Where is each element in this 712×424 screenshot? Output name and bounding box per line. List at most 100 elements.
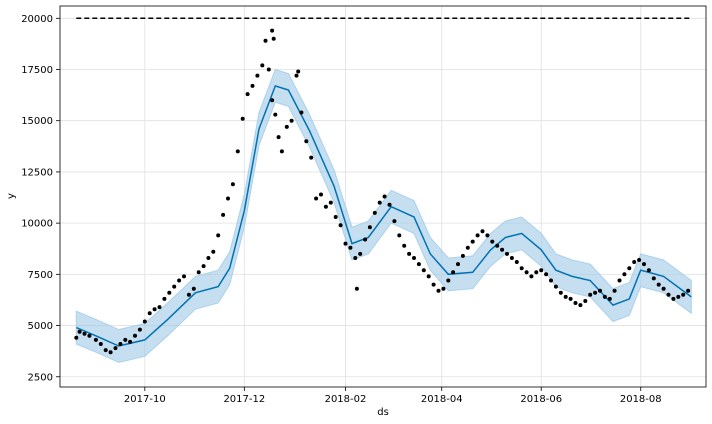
observed-point bbox=[407, 251, 412, 256]
observed-point bbox=[172, 284, 177, 289]
observed-point bbox=[296, 69, 301, 74]
observed-point bbox=[133, 333, 137, 338]
observed-point bbox=[319, 192, 323, 197]
observed-point bbox=[279, 149, 284, 154]
observed-point bbox=[147, 311, 152, 316]
observed-point bbox=[266, 67, 271, 72]
observed-point bbox=[98, 342, 103, 346]
observed-point bbox=[451, 270, 456, 275]
observed-point bbox=[271, 36, 276, 41]
observed-point bbox=[583, 299, 588, 303]
observed-point bbox=[578, 303, 583, 308]
observed-point bbox=[588, 292, 593, 297]
observed-point bbox=[456, 262, 460, 267]
y-tick-label: 2500 bbox=[28, 372, 53, 383]
observed-point bbox=[470, 239, 475, 244]
y-tick-label: 17500 bbox=[21, 65, 53, 76]
y-axis-ticks: 2500 5000 7500 10000 12500 15000 17500 20000 bbox=[21, 14, 60, 383]
observed-point bbox=[500, 247, 505, 252]
observed-point bbox=[676, 294, 681, 299]
observed-point bbox=[216, 233, 221, 238]
observed-point bbox=[137, 327, 142, 332]
observed-point bbox=[353, 256, 358, 260]
observed-point bbox=[348, 245, 353, 250]
observed-point bbox=[509, 256, 514, 260]
observed-point bbox=[505, 251, 509, 256]
observed-point bbox=[480, 229, 485, 234]
observed-point bbox=[686, 288, 691, 293]
y-tick-label: 12500 bbox=[21, 167, 53, 178]
observed-point bbox=[544, 272, 549, 277]
observed-point bbox=[602, 294, 607, 299]
observed-point bbox=[167, 290, 172, 295]
observed-point bbox=[563, 294, 568, 299]
observed-point bbox=[539, 268, 544, 273]
observed-point bbox=[276, 135, 281, 140]
observed-point bbox=[549, 278, 553, 283]
observed-point bbox=[607, 296, 612, 301]
observed-point bbox=[273, 112, 278, 117]
observed-point bbox=[485, 233, 490, 238]
observed-point bbox=[524, 270, 529, 275]
observed-point bbox=[656, 282, 661, 287]
observed-point bbox=[651, 276, 656, 281]
observed-point bbox=[87, 333, 92, 338]
forecast-line-layer bbox=[76, 84, 692, 347]
observed-point bbox=[206, 256, 211, 260]
observed-point bbox=[568, 296, 573, 301]
observed-point bbox=[612, 288, 617, 293]
observed-point bbox=[431, 282, 436, 287]
observed-point bbox=[299, 110, 304, 115]
observed-point bbox=[387, 202, 392, 207]
observed-point bbox=[646, 268, 651, 273]
gridlines bbox=[60, 6, 706, 387]
observed-point bbox=[460, 253, 465, 258]
observed-point bbox=[534, 270, 539, 275]
observed-point bbox=[221, 212, 226, 217]
observed-point bbox=[157, 305, 162, 310]
observed-point bbox=[128, 339, 133, 344]
observed-point bbox=[152, 307, 157, 312]
observed-point bbox=[260, 63, 265, 68]
observed-point bbox=[270, 28, 275, 33]
observed-point bbox=[211, 249, 216, 254]
observed-point bbox=[397, 233, 402, 238]
observed-point bbox=[519, 266, 524, 271]
observed-point bbox=[294, 73, 299, 78]
observed-point bbox=[681, 292, 686, 297]
observed-point bbox=[671, 296, 676, 301]
observed-point bbox=[666, 292, 671, 297]
observed-point bbox=[245, 92, 250, 97]
observed-point bbox=[77, 329, 82, 334]
x-tick-label: 2017-10 bbox=[124, 394, 166, 405]
observed-point bbox=[372, 210, 377, 215]
observed-point bbox=[103, 348, 108, 353]
observed-point bbox=[304, 139, 309, 144]
observed-point bbox=[441, 286, 446, 291]
observed-point bbox=[314, 196, 319, 201]
observed-point bbox=[661, 286, 666, 291]
x-axis-label: ds bbox=[377, 407, 389, 418]
observed-point bbox=[196, 270, 201, 275]
observed-point bbox=[475, 233, 480, 238]
observed-point bbox=[354, 286, 359, 291]
observed-point bbox=[627, 266, 632, 271]
observed-point bbox=[490, 239, 495, 244]
plot-frame bbox=[59, 5, 707, 388]
observed-point bbox=[284, 124, 289, 129]
x-tick-label: 2018-04 bbox=[421, 394, 463, 405]
observed-point bbox=[412, 256, 416, 260]
observed-point bbox=[465, 245, 470, 250]
observed-point bbox=[632, 260, 637, 264]
observed-point bbox=[118, 342, 123, 346]
y-axis-label: y bbox=[6, 193, 17, 199]
observed-point bbox=[495, 243, 500, 248]
observed-point bbox=[333, 215, 338, 219]
observed-point bbox=[255, 73, 260, 78]
observed-point bbox=[230, 182, 235, 187]
forecast-line bbox=[76, 84, 692, 347]
observed-point bbox=[226, 196, 230, 201]
observed-point bbox=[426, 274, 431, 279]
y-tick-label: 20000 bbox=[21, 14, 53, 25]
